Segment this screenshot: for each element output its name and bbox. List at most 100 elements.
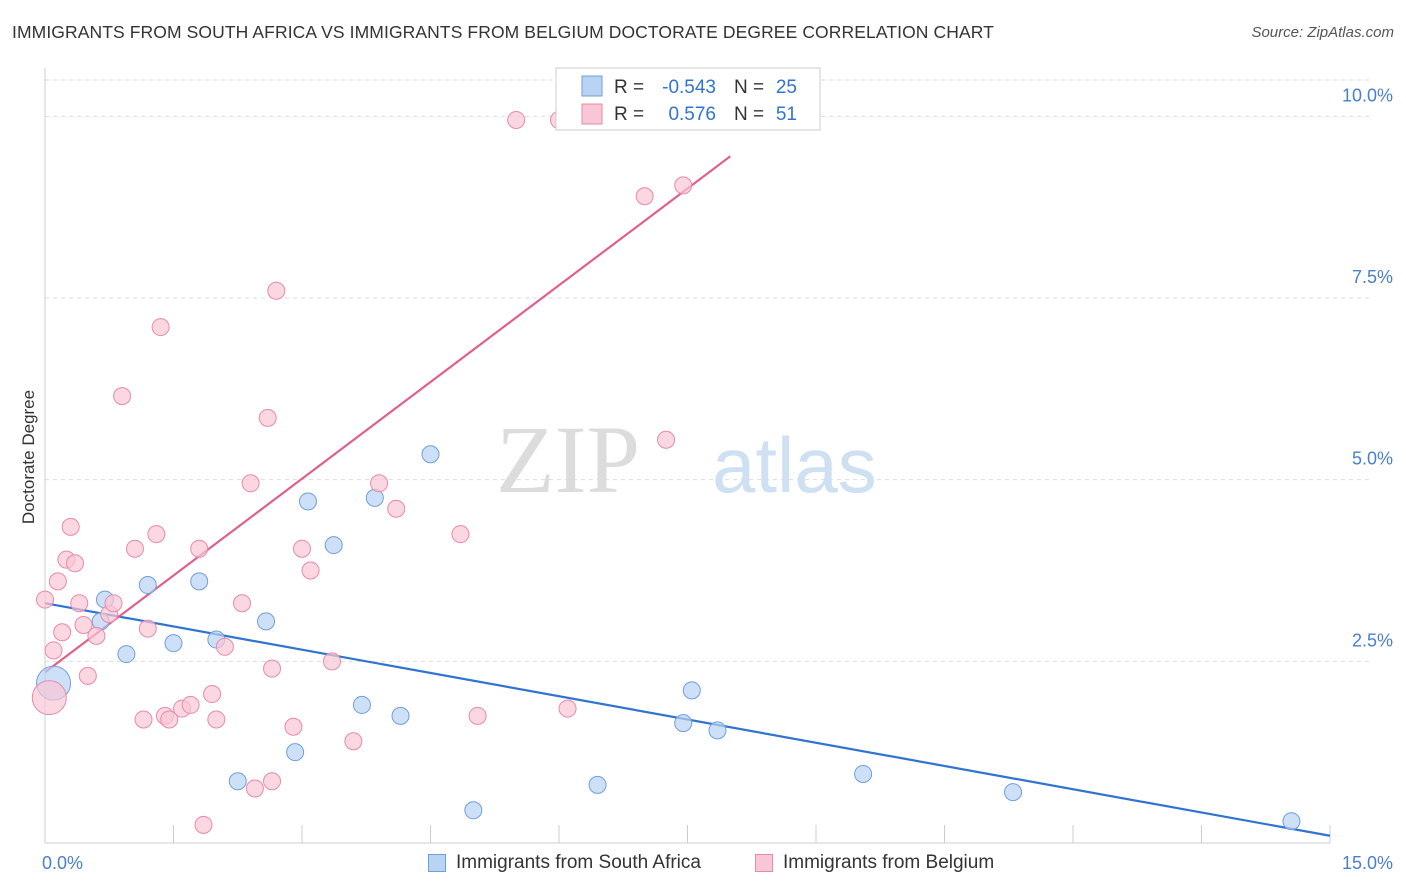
belgium-point	[370, 474, 389, 493]
legend-n-label-1: N =	[734, 77, 764, 98]
belgium-point	[65, 554, 84, 573]
bottom-legend: Immigrants from South Africa Immigrants …	[0, 850, 1406, 880]
south-africa-point	[257, 612, 276, 631]
belgium-point	[657, 430, 676, 449]
belgium-point	[53, 623, 72, 642]
belgium-point	[138, 619, 157, 638]
belgium-point	[245, 779, 264, 798]
belgium-point	[44, 641, 63, 660]
belgium-point	[61, 517, 80, 536]
belgium-point	[674, 176, 693, 195]
belgium-point	[233, 594, 252, 613]
belgium-point	[87, 626, 106, 645]
south-africa-point	[588, 775, 607, 794]
belgium-point	[468, 706, 487, 725]
belgium-point	[147, 525, 166, 544]
belgium-point	[263, 659, 282, 678]
south-africa-point	[190, 572, 209, 591]
south-africa-point	[421, 445, 440, 464]
watermark-atlas: atlas	[712, 421, 877, 509]
belgium-point	[74, 616, 93, 634]
belgium-point	[104, 594, 123, 613]
south-africa-point	[138, 576, 157, 595]
x-tick-label-min: 0.0%	[42, 853, 83, 873]
legend-r-value-1: -0.543	[662, 77, 716, 98]
data-points	[31, 110, 1301, 834]
bottom-legend-item-south-africa: Immigrants from South Africa	[428, 852, 701, 874]
south-africa-point	[1004, 783, 1023, 802]
belgium-point	[451, 525, 470, 544]
south-africa-point	[391, 706, 410, 725]
legend-r-label-1: R =	[614, 77, 644, 98]
bottom-legend-swatch-south-africa	[428, 854, 446, 872]
south-africa-point	[164, 634, 183, 653]
belgium-point	[151, 318, 170, 337]
legend-r-label-2: R =	[614, 104, 644, 125]
belgium-point	[134, 710, 153, 729]
y-axis-label: Doctorate Degree	[19, 390, 38, 524]
belgium-point	[70, 594, 89, 613]
south-africa-point	[708, 721, 727, 740]
bottom-legend-label-belgium: Immigrants from Belgium	[783, 852, 995, 873]
grid-lines	[45, 79, 1370, 662]
legend-n-value-2: 51	[776, 104, 797, 125]
bottom-legend-label-south-africa: Immigrants from South Africa	[456, 852, 701, 873]
chart-title: IMMIGRANTS FROM SOUTH AFRICA VS IMMIGRAN…	[12, 22, 994, 42]
belgium-point	[215, 637, 234, 656]
belgium-point	[284, 717, 303, 736]
south-africa-point	[286, 743, 305, 762]
tick-labels: 2.5% 5.0% 7.5% 10.0% 0.0% 15.0%	[42, 85, 1393, 873]
south-africa-point	[298, 492, 317, 511]
belgium-point	[190, 539, 209, 558]
belgium-point	[387, 499, 406, 518]
south-africa-point	[324, 536, 343, 555]
south-africa-point	[228, 772, 247, 791]
belgium-point	[203, 685, 222, 704]
belgium-point	[125, 539, 144, 558]
bottom-legend-item-belgium: Immigrants from Belgium	[755, 852, 994, 874]
belgium-point	[558, 699, 577, 718]
legend-swatch-south-africa	[581, 75, 603, 97]
belgium-point	[36, 590, 54, 609]
source-label: Source: ZipAtlas.com	[1251, 24, 1394, 41]
belgium-point	[263, 772, 282, 791]
belgium-point	[507, 110, 526, 129]
belgium-point	[207, 710, 226, 729]
legend-box: R = -0.543 N = 25 R = 0.576 N = 51	[555, 67, 821, 131]
belgium-point	[635, 187, 654, 206]
belgium-point	[113, 387, 132, 406]
belgium-point	[160, 710, 179, 729]
y-tick-label-3: 10.0%	[1342, 85, 1393, 105]
belgium-point	[322, 652, 341, 671]
y-tick-label-1: 5.0%	[1352, 449, 1393, 469]
belgium-trend-line	[44, 155, 731, 674]
south-africa-point	[352, 695, 371, 714]
belgium-point	[301, 561, 320, 580]
belgium-point	[241, 474, 260, 493]
legend-n-label-2: N =	[734, 104, 764, 125]
legend-swatch-belgium	[581, 103, 603, 125]
watermark: ZIP atlas	[496, 406, 877, 513]
trend-lines	[44, 155, 1331, 837]
y-tick-label-2: 7.5%	[1352, 267, 1393, 287]
belgium-point	[344, 732, 363, 751]
belgium-point	[181, 695, 200, 714]
south-africa-point	[682, 681, 701, 700]
south-africa-point	[674, 714, 693, 733]
south-africa-point	[854, 764, 873, 783]
belgium-point	[267, 281, 286, 300]
bottom-legend-swatch-belgium	[755, 854, 773, 872]
x-tick-label-max: 15.0%	[1342, 853, 1393, 873]
south-africa-point	[464, 801, 483, 820]
legend-r-value-2: 0.576	[668, 104, 716, 125]
belgium-point	[293, 539, 311, 558]
belgium-point	[194, 815, 213, 834]
south-africa-point	[117, 645, 136, 664]
belgium-point	[48, 572, 67, 591]
legend-n-value-1: 25	[776, 77, 797, 98]
watermark-zip: ZIP	[496, 406, 640, 513]
belgium-point	[78, 666, 97, 685]
y-tick-label-0: 2.5%	[1352, 630, 1393, 650]
south-africa-point	[1282, 812, 1301, 831]
